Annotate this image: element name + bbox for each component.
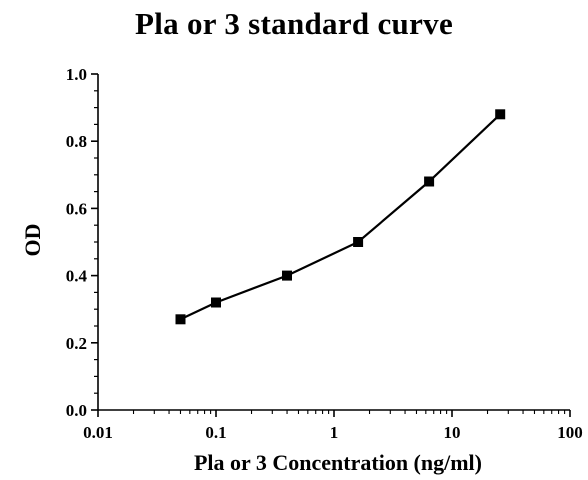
- y-tick-label: 0.6: [66, 199, 87, 218]
- x-tick-label: 100: [557, 423, 583, 442]
- y-axis-label: OD: [20, 223, 45, 257]
- y-tick-label: 0.8: [66, 132, 87, 151]
- data-point: [495, 109, 506, 120]
- series-layer: [175, 109, 506, 325]
- y-tick-label: 0.2: [66, 334, 87, 353]
- x-tick-label: 1: [330, 423, 339, 442]
- y-tick-label: 0.4: [66, 267, 88, 286]
- x-tick-label: 0.01: [83, 423, 113, 442]
- y-axis-ticks: 0.0 0.2 0.4 0.6 0.8 1.0: [66, 65, 98, 420]
- y-tick-label: 1.0: [66, 65, 87, 84]
- x-tick-label: 0.1: [205, 423, 226, 442]
- y-tick-label: 0.0: [66, 401, 87, 420]
- series-line: [180, 113, 501, 321]
- x-axis-ticks: 0.01 0.1 1 10 100: [83, 410, 583, 442]
- data-point: [424, 176, 435, 187]
- data-point: [211, 297, 221, 308]
- data-point: [353, 237, 364, 247]
- data-point: [175, 314, 186, 325]
- x-tick-label: 10: [444, 423, 461, 442]
- chart-title: Pla or 3 standard curve: [134, 6, 454, 41]
- data-point: [282, 270, 292, 281]
- x-axis-label: Pla or 3 Concentration (ng/ml): [193, 450, 482, 475]
